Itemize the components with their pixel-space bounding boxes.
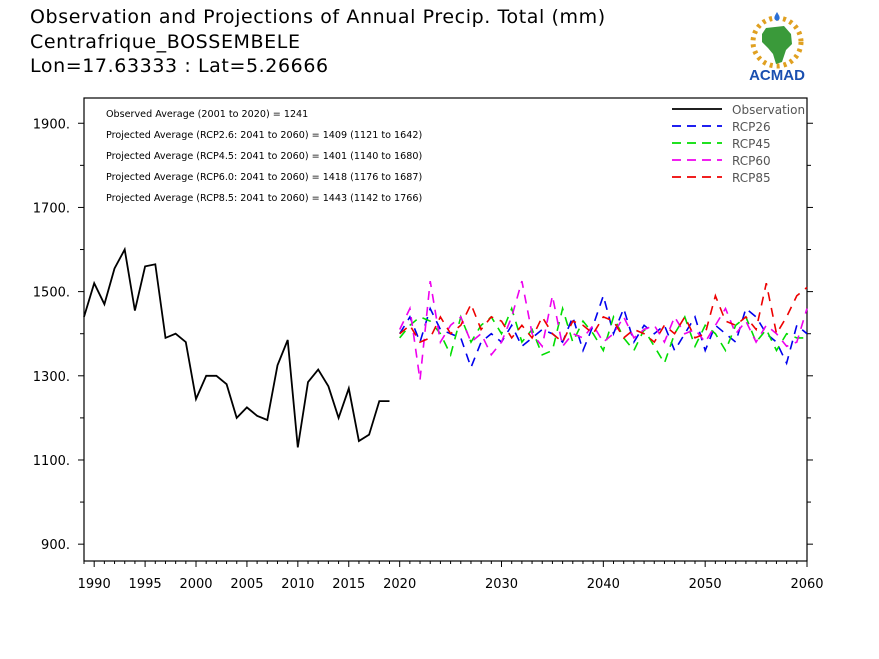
x-axis: 1990 1995 2000 2005 2010 2015 2020 2030 2040 2050…	[78, 561, 824, 592]
x-tick-label: 2060	[790, 577, 823, 592]
legend-label-rcp26: RCP26	[732, 120, 771, 134]
series-observation-line	[83, 246, 390, 448]
annotation-line: Observed Average (2001 to 2020) = 1241	[106, 109, 308, 120]
legend-label-observation: Observation	[732, 103, 805, 117]
x-tick-label: 2040	[587, 577, 620, 592]
station-name: Centrafrique_BOSSEMBELE	[30, 31, 301, 53]
legend-label-rcp85: RCP85	[732, 171, 771, 185]
annotation-line: Projected Average (RCP6.0: 2041 to 2060)…	[106, 172, 422, 183]
series-rcp60-line	[398, 280, 808, 381]
x-tick-label: 2000	[179, 577, 212, 592]
series-rcp26-line	[399, 293, 808, 370]
acmad-logo: ACMAD	[749, 12, 805, 84]
series-rcp45-line	[399, 305, 807, 366]
x-tick-label: 1990	[78, 577, 111, 592]
plot-frame	[83, 97, 808, 562]
logo-text: ACMAD	[749, 67, 805, 84]
annotation-block: Observed Average (2001 to 2020) = 1241 Pr…	[106, 109, 422, 204]
y-tick-label: 1700.	[33, 201, 70, 216]
annotation-line: Projected Average (RCP2.6: 2041 to 2060)…	[106, 130, 422, 141]
x-tick-label: 2010	[281, 577, 314, 592]
legend-label-rcp60: RCP60	[732, 154, 771, 168]
x-tick-label: 2005	[230, 577, 263, 592]
y-tick-label: 900.	[41, 538, 70, 553]
x-tick-label: 2020	[383, 577, 416, 592]
x-tick-label: 1995	[129, 577, 162, 592]
y-tick-label: 1100.	[33, 454, 70, 469]
chart-title: Observation and Projections of Annual Pr…	[30, 6, 606, 28]
legend-background	[668, 99, 806, 185]
x-tick-label: 2015	[332, 577, 365, 592]
series-layer	[83, 246, 808, 448]
annotation-line: Projected Average (RCP4.5: 2041 to 2060)…	[106, 151, 422, 162]
y-tick-label: 1500.	[33, 286, 70, 301]
station-coordinates: Lon=17.63333 : Lat=5.26666	[30, 55, 329, 77]
legend-label-rcp45: RCP45	[732, 137, 771, 151]
annotation-line: Projected Average (RCP8.5: 2041 to 2060)…	[106, 193, 422, 204]
x-tick-label: 2050	[689, 577, 722, 592]
africa-map-logo-icon	[750, 12, 804, 69]
legend: Observation RCP26 RCP45 RCP60 RCP85	[668, 99, 806, 185]
x-tick-label: 2030	[485, 577, 518, 592]
y-axis: 900. 1100. 1300. 1500. 1700. 1900.	[33, 117, 813, 553]
y-tick-label: 1900.	[33, 117, 70, 132]
y-tick-label: 1300.	[33, 370, 70, 385]
series-rcp85-line	[399, 283, 808, 344]
